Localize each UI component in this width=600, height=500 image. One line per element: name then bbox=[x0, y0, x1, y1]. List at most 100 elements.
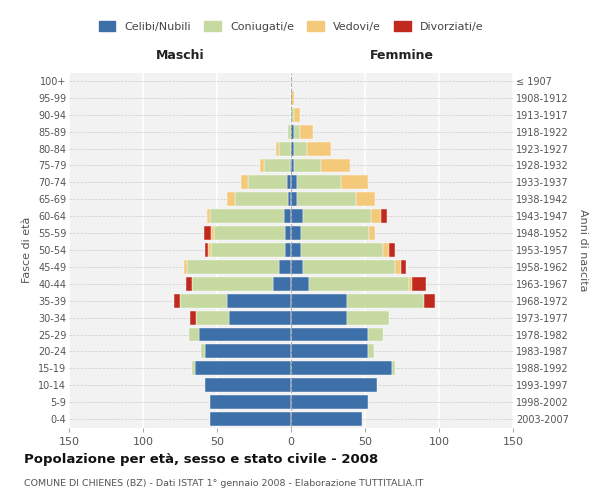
Bar bbox=[214, 226, 285, 240]
Bar bbox=[285, 226, 291, 240]
Bar bbox=[205, 243, 208, 257]
Y-axis label: Anni di nascita: Anni di nascita bbox=[578, 209, 588, 291]
Bar bbox=[203, 226, 211, 240]
Bar bbox=[205, 344, 291, 358]
Bar bbox=[208, 243, 211, 257]
Bar bbox=[409, 277, 412, 290]
Bar bbox=[260, 158, 265, 172]
Bar bbox=[301, 243, 383, 257]
Bar bbox=[291, 362, 392, 376]
Bar bbox=[199, 328, 291, 342]
Bar bbox=[294, 108, 300, 122]
Bar bbox=[291, 260, 303, 274]
Bar bbox=[412, 277, 425, 290]
Bar bbox=[206, 210, 209, 223]
Legend: Celibi/Nubili, Coniugati/e, Vedovi/e, Divorziati/e: Celibi/Nubili, Coniugati/e, Vedovi/e, Di… bbox=[99, 22, 483, 32]
Bar bbox=[195, 362, 291, 376]
Bar bbox=[190, 310, 196, 324]
Bar bbox=[235, 192, 288, 206]
Bar bbox=[303, 210, 371, 223]
Bar bbox=[291, 344, 368, 358]
Bar bbox=[294, 158, 320, 172]
Bar bbox=[187, 260, 279, 274]
Bar bbox=[291, 294, 347, 308]
Bar bbox=[291, 277, 309, 290]
Bar bbox=[189, 328, 199, 342]
Bar bbox=[291, 412, 362, 426]
Bar bbox=[291, 192, 297, 206]
Bar bbox=[285, 243, 291, 257]
Y-axis label: Fasce di età: Fasce di età bbox=[22, 217, 32, 283]
Bar bbox=[356, 192, 376, 206]
Bar bbox=[291, 176, 297, 190]
Bar bbox=[265, 158, 290, 172]
Bar bbox=[291, 310, 347, 324]
Bar bbox=[284, 210, 291, 223]
Bar bbox=[383, 243, 389, 257]
Bar bbox=[248, 176, 287, 190]
Bar bbox=[347, 310, 389, 324]
Bar bbox=[307, 142, 331, 156]
Bar bbox=[273, 277, 291, 290]
Bar bbox=[401, 260, 406, 274]
Bar bbox=[371, 210, 381, 223]
Text: Popolazione per età, sesso e stato civile - 2008: Popolazione per età, sesso e stato civil… bbox=[24, 452, 378, 466]
Text: COMUNE DI CHIENES (BZ) - Dati ISTAT 1° gennaio 2008 - Elaborazione TUTTITALIA.IT: COMUNE DI CHIENES (BZ) - Dati ISTAT 1° g… bbox=[24, 478, 424, 488]
Bar bbox=[205, 378, 291, 392]
Bar bbox=[368, 328, 383, 342]
Bar bbox=[301, 226, 370, 240]
Bar bbox=[192, 362, 195, 376]
Bar bbox=[297, 176, 341, 190]
Bar bbox=[424, 294, 434, 308]
Bar bbox=[192, 277, 273, 290]
Bar bbox=[294, 142, 307, 156]
Bar bbox=[291, 226, 301, 240]
Bar bbox=[276, 142, 279, 156]
Bar bbox=[291, 158, 294, 172]
Bar bbox=[291, 142, 294, 156]
Bar bbox=[300, 124, 313, 138]
Bar bbox=[209, 395, 291, 409]
Bar bbox=[279, 142, 291, 156]
Bar bbox=[229, 310, 291, 324]
Bar bbox=[211, 243, 285, 257]
Bar bbox=[291, 124, 294, 138]
Bar bbox=[291, 108, 294, 122]
Bar bbox=[211, 226, 214, 240]
Bar bbox=[294, 124, 300, 138]
Bar bbox=[196, 310, 229, 324]
Text: Femmine: Femmine bbox=[370, 50, 434, 62]
Bar bbox=[320, 158, 350, 172]
Bar bbox=[287, 176, 291, 190]
Text: Maschi: Maschi bbox=[155, 50, 205, 62]
Bar bbox=[201, 344, 205, 358]
Bar bbox=[368, 344, 374, 358]
Bar bbox=[291, 210, 303, 223]
Bar bbox=[184, 260, 187, 274]
Bar bbox=[347, 294, 424, 308]
Bar bbox=[209, 210, 284, 223]
Bar bbox=[389, 243, 395, 257]
Bar bbox=[291, 378, 377, 392]
Bar bbox=[180, 294, 227, 308]
Bar bbox=[381, 210, 387, 223]
Bar bbox=[209, 412, 291, 426]
Bar bbox=[291, 243, 301, 257]
Bar bbox=[395, 260, 401, 274]
Bar bbox=[291, 91, 294, 105]
Bar bbox=[309, 277, 409, 290]
Bar bbox=[291, 395, 368, 409]
Bar bbox=[392, 362, 395, 376]
Bar bbox=[241, 176, 248, 190]
Bar bbox=[303, 260, 395, 274]
Bar bbox=[227, 192, 235, 206]
Bar bbox=[291, 328, 368, 342]
Bar bbox=[370, 226, 376, 240]
Bar bbox=[174, 294, 180, 308]
Bar bbox=[297, 192, 356, 206]
Bar bbox=[227, 294, 291, 308]
Bar bbox=[341, 176, 368, 190]
Bar bbox=[290, 158, 291, 172]
Bar bbox=[288, 124, 291, 138]
Bar bbox=[288, 192, 291, 206]
